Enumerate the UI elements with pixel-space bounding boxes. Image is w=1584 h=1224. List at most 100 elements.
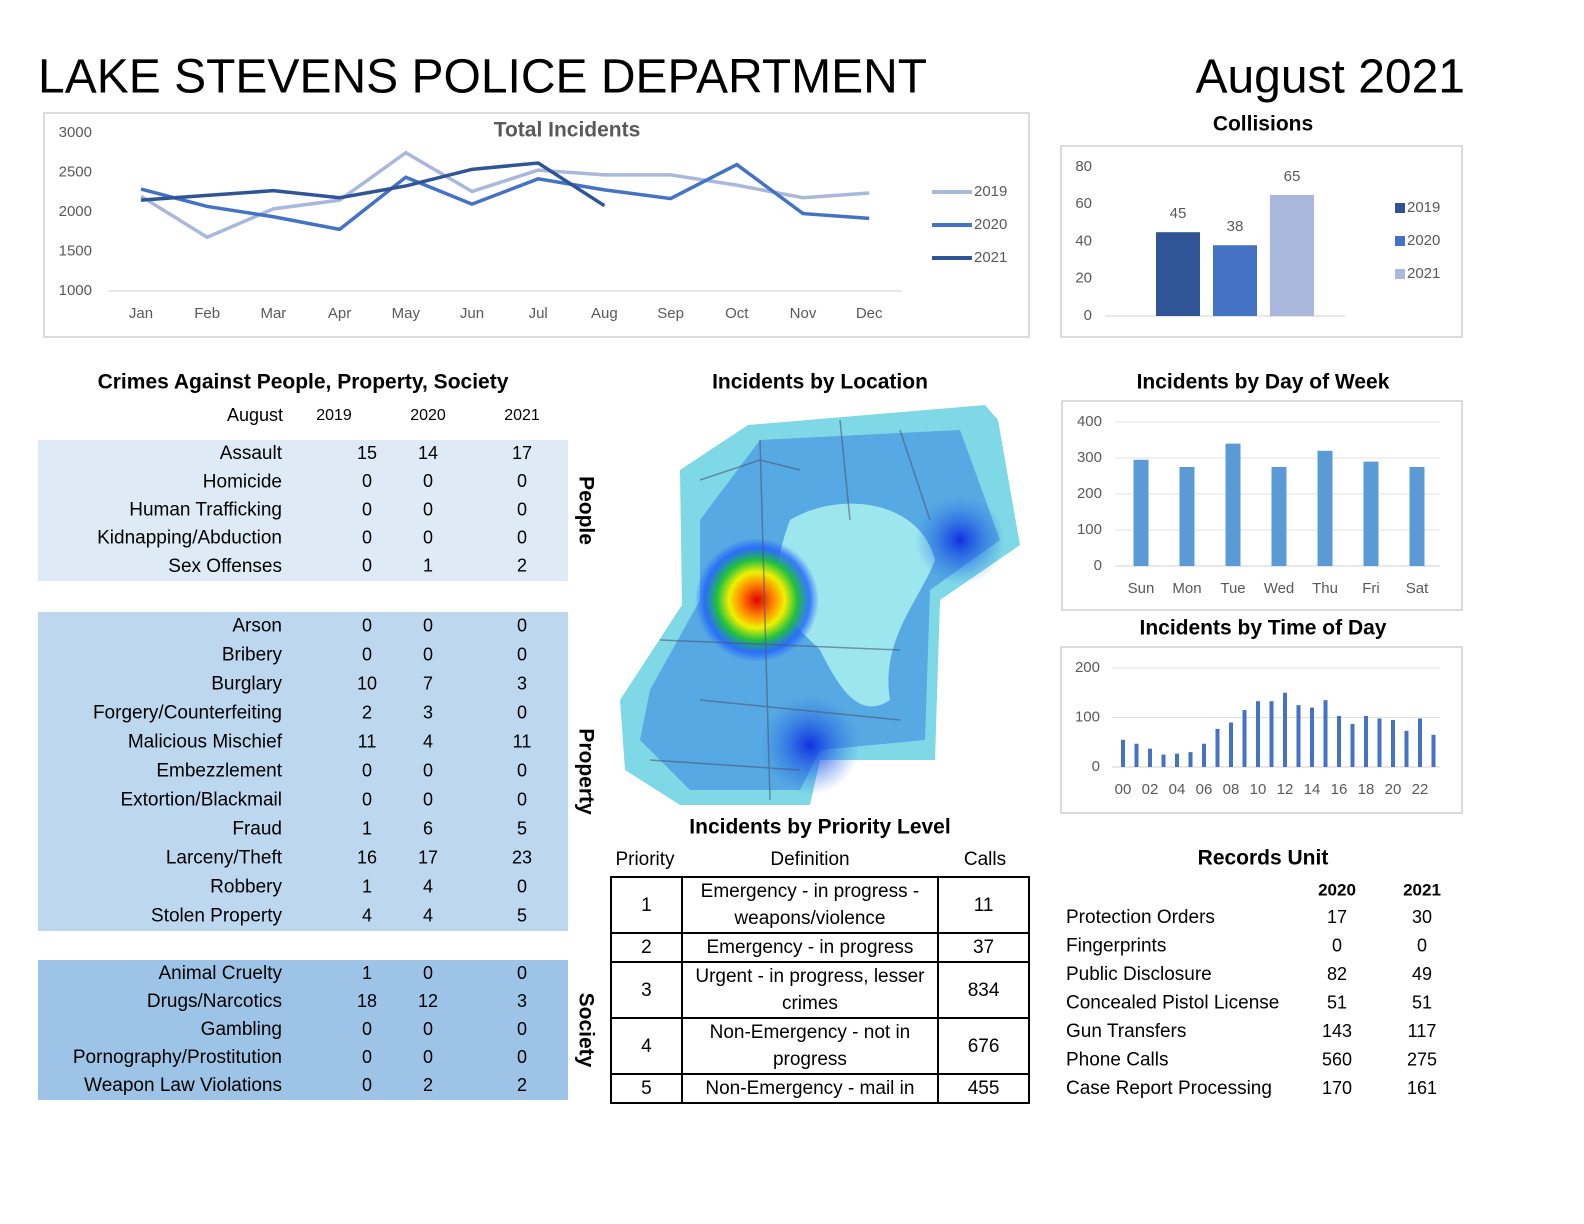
record-count: 161 (1407, 1078, 1437, 1098)
crime-name: Gambling (201, 1019, 282, 1040)
series-line (140, 161, 606, 208)
bar (1242, 710, 1247, 767)
crime-count: 0 (362, 760, 372, 780)
crime-count: 6 (423, 818, 433, 838)
crime-name: Human Trafficking (129, 500, 282, 521)
y-tick-label: 1500 (59, 242, 92, 259)
crime-name: Drugs/Narcotics (147, 991, 282, 1012)
bar (1121, 739, 1125, 767)
priority-level: 3 (610, 961, 683, 1019)
crime-count: 0 (362, 1019, 372, 1039)
bar (1133, 459, 1149, 566)
column-header: August (227, 405, 283, 425)
crime-count: 0 (362, 615, 372, 635)
crime-name: Fraud (232, 819, 282, 840)
record-name: Fingerprints (1066, 936, 1166, 957)
x-tick-label: Jan (129, 305, 153, 322)
legend-label: 2021 (1407, 265, 1440, 282)
record-count: 51 (1327, 992, 1347, 1012)
crime-name: Extortion/Blackmail (120, 790, 282, 811)
crime-count: 0 (517, 876, 527, 896)
priority-row: 5 Non-Emergency - mail in 455 (610, 1073, 1030, 1104)
y-tick-label: 2500 (59, 163, 92, 180)
priority-row: 3 Urgent - in progress, lesser crimes 834 (610, 961, 1030, 1019)
bar (1215, 728, 1220, 767)
bar (1323, 700, 1328, 767)
y-tick-label: 40 (1075, 232, 1092, 249)
priority-table: 1 Emergency - in progress - weapons/viole… (610, 876, 1030, 1104)
x-tick-label: 04 (1169, 781, 1186, 798)
y-tick-label: 1000 (59, 282, 92, 299)
x-tick-label: 06 (1196, 781, 1213, 798)
x-tick-label: Oct (725, 305, 749, 322)
x-tick-label: Wed (1264, 580, 1295, 597)
bar (1134, 743, 1139, 767)
column-header: 2021 (1403, 880, 1441, 899)
record-count: 82 (1327, 964, 1347, 984)
crime-count: 0 (423, 760, 433, 780)
bar (1175, 753, 1179, 767)
bar (1350, 723, 1355, 767)
bar (1256, 701, 1260, 767)
priority-calls: 455 (937, 1073, 1030, 1104)
y-tick-label: 100 (1077, 521, 1102, 538)
crime-count: 16 (357, 847, 377, 867)
bar (1271, 467, 1287, 566)
crime-count: 0 (517, 499, 527, 519)
crime-count: 3 (517, 991, 527, 1011)
crime-name: Animal Cruelty (158, 963, 282, 984)
group-label: People (574, 476, 597, 545)
crime-count: 0 (517, 963, 527, 983)
bar (1296, 705, 1301, 767)
crime-count: 0 (362, 527, 372, 547)
crime-count: 0 (423, 499, 433, 519)
chart-frame (1061, 400, 1463, 611)
priority-calls: 676 (937, 1017, 1030, 1075)
x-tick-label: 00 (1115, 781, 1132, 798)
column-header: Definition (770, 849, 849, 870)
crime-count: 0 (423, 644, 433, 664)
crime-count: 1 (423, 556, 433, 576)
crime-count: 1 (362, 876, 372, 896)
bar (1283, 692, 1287, 767)
crime-name: Bribery (222, 645, 283, 666)
record-name: Public Disclosure (1066, 964, 1212, 985)
bar (1431, 734, 1436, 767)
x-tick-label: 14 (1304, 781, 1321, 798)
x-tick-label: May (392, 305, 421, 322)
y-tick-label: 80 (1075, 158, 1092, 175)
x-tick-label: 16 (1331, 781, 1348, 798)
record-name: Concealed Pistol License (1066, 993, 1279, 1014)
crime-count: 4 (423, 731, 433, 751)
legend-label: 2020 (1407, 232, 1440, 249)
record-count: 117 (1408, 1021, 1437, 1041)
column-header: Calls (964, 849, 1006, 870)
priority-calls: 834 (937, 961, 1030, 1019)
legend-label: 2021 (974, 249, 1007, 266)
x-tick-label: 08 (1223, 781, 1240, 798)
priority-row: 2 Emergency - in progress 37 (610, 932, 1030, 963)
crime-count: 3 (423, 702, 433, 722)
chart-frame (1060, 646, 1463, 814)
priority-row: 4 Non-Emergency - not in progress 676 (610, 1017, 1030, 1075)
crime-count: 4 (423, 876, 433, 896)
crime-count: 17 (418, 847, 438, 867)
chart-frame (1060, 145, 1463, 338)
priority-level: 4 (610, 1017, 683, 1075)
group-label: Society (574, 993, 597, 1068)
record-count: 0 (1332, 935, 1342, 955)
x-tick-label: Dec (856, 305, 883, 322)
x-tick-label: Apr (328, 305, 351, 322)
x-tick-label: Jun (460, 305, 484, 322)
data-label: 65 (1284, 168, 1301, 185)
crime-count: 0 (423, 527, 433, 547)
bar (1270, 194, 1314, 316)
record-name: Phone Calls (1066, 1050, 1168, 1071)
priority-definition: Non-Emergency - mail in (680, 1073, 940, 1104)
crime-name: Weapon Law Violations (84, 1075, 282, 1096)
legend-swatch (1395, 236, 1405, 246)
column-header: 2020 (1318, 880, 1356, 899)
legend-swatch (1395, 203, 1405, 213)
y-tick-label: 200 (1077, 485, 1102, 502)
column-header: Priority (615, 849, 675, 870)
